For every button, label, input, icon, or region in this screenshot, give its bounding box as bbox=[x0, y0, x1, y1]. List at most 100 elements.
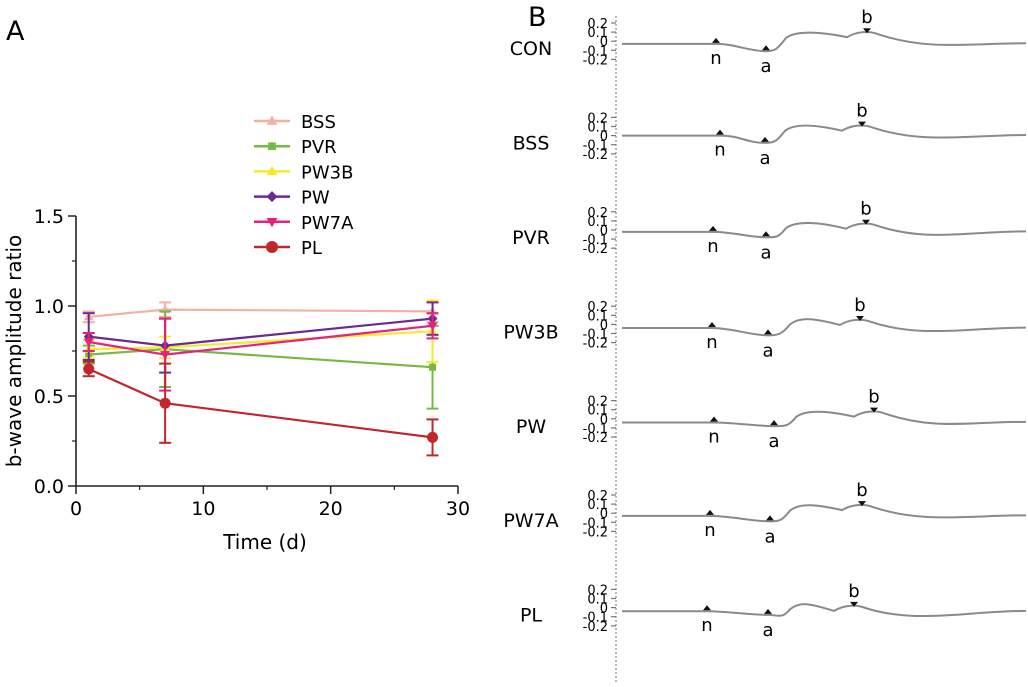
n-wave-label: n bbox=[704, 520, 715, 541]
legend-entry-pw3b: PW3B bbox=[254, 162, 353, 183]
erg-trace bbox=[622, 503, 1027, 523]
data-point bbox=[159, 397, 171, 409]
panel-a-x-tick-label: 0 bbox=[70, 498, 82, 520]
a-wave-label: a bbox=[760, 242, 771, 263]
b-wave-label: b bbox=[856, 480, 867, 501]
trace-group-label: BSS bbox=[513, 133, 550, 155]
b-wave-label: b bbox=[856, 101, 867, 122]
legend-label: PW bbox=[301, 188, 330, 209]
trace-y-tick-label: -0.2 bbox=[583, 431, 608, 446]
a-wave-label: a bbox=[760, 56, 771, 77]
a-wave-label: a bbox=[759, 148, 770, 169]
b-wave-marker bbox=[856, 315, 864, 321]
trace-y-tick-label: -0.2 bbox=[583, 148, 608, 163]
n-wave-marker bbox=[706, 509, 714, 515]
trace-y-tick-label: 0.2 bbox=[587, 489, 608, 504]
trace-y-tick-label: -0.2 bbox=[583, 620, 608, 635]
n-wave-marker bbox=[709, 225, 717, 231]
panel-a-y-axis-title: b-wave amplitude ratio bbox=[2, 235, 26, 468]
legend-swatch-marker bbox=[266, 241, 278, 253]
a-wave-marker bbox=[766, 515, 774, 521]
data-point bbox=[160, 351, 171, 360]
erg-trace bbox=[622, 318, 1027, 337]
panel-a-y-tick-label: 0.0 bbox=[34, 476, 64, 498]
legend-entry-bss: BSS bbox=[254, 112, 336, 133]
series-line bbox=[88, 367, 433, 439]
n-wave-marker bbox=[712, 37, 720, 43]
a-wave-marker bbox=[770, 420, 778, 426]
trace-y-tick-label: 0.2 bbox=[587, 111, 608, 126]
b-wave-label: b bbox=[861, 7, 872, 28]
trace-group-pvr: 0.20.10-0.1-0.2 PVR n a b bbox=[512, 199, 1027, 263]
data-point bbox=[427, 322, 438, 331]
data-point bbox=[429, 363, 437, 371]
a-wave-label: a bbox=[764, 526, 775, 547]
series-bss bbox=[82, 299, 439, 324]
series-line bbox=[88, 324, 433, 356]
trace-y-tick-label: 0 bbox=[600, 602, 608, 617]
trace-y-tick-label: 0 bbox=[600, 318, 608, 333]
n-wave-marker bbox=[708, 322, 716, 328]
trace-y-tick-label: 0 bbox=[600, 35, 608, 50]
legend-entry-pw7a: PW7A bbox=[254, 213, 354, 234]
n-wave-label: n bbox=[708, 426, 719, 447]
trace-y-tick-label: -0.2 bbox=[583, 337, 608, 352]
panel-b-letter: B bbox=[528, 2, 547, 33]
trace-group-pw: 0.20.10-0.1-0.2 PW n a b bbox=[516, 387, 1027, 452]
panel-a-x-tick-label: 20 bbox=[319, 498, 343, 520]
n-wave-marker bbox=[710, 416, 718, 422]
legend-label: PW3B bbox=[301, 162, 353, 183]
n-wave-marker bbox=[703, 605, 711, 611]
n-wave-marker bbox=[716, 129, 724, 135]
series-pl bbox=[82, 360, 439, 457]
trace-group-label: PW3B bbox=[503, 321, 558, 343]
trace-y-tick-label: -0.1 bbox=[583, 422, 608, 437]
legend-swatch-marker bbox=[266, 115, 278, 125]
a-wave-label: a bbox=[768, 431, 779, 452]
n-wave-label: n bbox=[707, 236, 718, 257]
panel-a-series bbox=[82, 299, 439, 457]
a-wave-marker bbox=[762, 231, 770, 237]
panel-a-axes: 0 10 20 30 0.0 0.5 1.0 1.5 bbox=[34, 206, 470, 520]
panel-a-x-tick-label: 10 bbox=[191, 498, 215, 520]
a-wave-label: a bbox=[762, 340, 773, 361]
erg-trace bbox=[622, 221, 1027, 239]
a-wave-marker bbox=[762, 45, 770, 51]
trace-y-tick-label: -0.2 bbox=[583, 525, 608, 540]
trace-y-tick-label: -0.2 bbox=[583, 242, 608, 257]
trace-group-pl: 0.20.10-0.1-0.2 PL n a b bbox=[520, 581, 1027, 641]
n-wave-label: n bbox=[701, 615, 712, 636]
trace-y-tick-label: 0.2 bbox=[587, 17, 608, 32]
trace-y-tick-label: -0.1 bbox=[583, 233, 608, 248]
legend-label: PVR bbox=[301, 137, 337, 158]
panel-a-y-tick-label: 1.0 bbox=[34, 296, 64, 318]
b-wave-label: b bbox=[854, 295, 865, 316]
n-wave-label: n bbox=[710, 48, 721, 69]
trace-y-tick-label: -0.1 bbox=[583, 611, 608, 626]
legend-swatch-marker bbox=[268, 142, 276, 151]
trace-y-tick-label: -0.1 bbox=[583, 44, 608, 59]
trace-group-label: PW bbox=[516, 416, 546, 438]
legend-entry-pw: PW bbox=[254, 188, 330, 209]
legend-entry-pl: PL bbox=[254, 238, 322, 259]
trace-group-bss: 0.20.10-0.1-0.2 BSS n a b bbox=[513, 101, 1027, 169]
trace-y-tick-label: 0.1 bbox=[587, 309, 608, 324]
trace-y-tick-label: 0 bbox=[600, 130, 608, 145]
trace-y-tick-label: 0.2 bbox=[587, 395, 608, 410]
b-wave-marker bbox=[858, 121, 866, 127]
a-wave-label: a bbox=[762, 620, 773, 641]
b-wave-label: b bbox=[848, 581, 859, 602]
panel-a-legend: BSS PVR PW3B PW PW7A PL bbox=[254, 112, 354, 259]
trace-y-tick-label: 0 bbox=[600, 224, 608, 239]
trace-y-tick-label: 0 bbox=[600, 413, 608, 428]
erg-trace bbox=[622, 410, 1027, 428]
legend-swatch-marker bbox=[266, 165, 278, 176]
series-line bbox=[88, 348, 433, 369]
trace-y-tick-label: 0.2 bbox=[587, 583, 608, 598]
b-wave-label: b bbox=[860, 199, 871, 220]
legend-label: PL bbox=[301, 238, 322, 259]
erg-trace bbox=[622, 603, 1027, 618]
series-line bbox=[88, 330, 433, 351]
trace-y-tick-label: -0.1 bbox=[583, 139, 608, 154]
